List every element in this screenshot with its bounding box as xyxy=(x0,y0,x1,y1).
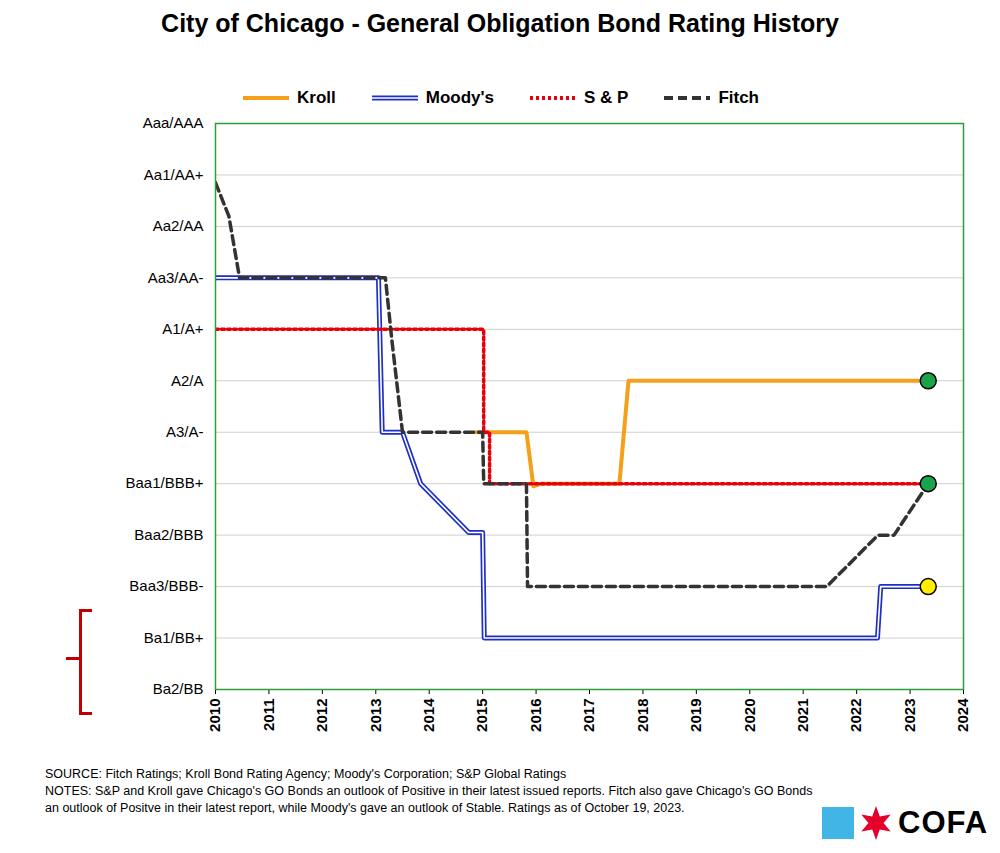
svg-text:2024: 2024 xyxy=(954,698,971,732)
svg-text:2018: 2018 xyxy=(634,699,651,732)
svg-text:2014: 2014 xyxy=(420,698,437,732)
svg-text:Aa2/AA: Aa2/AA xyxy=(153,217,204,234)
html-text:Kroll: Kroll xyxy=(297,88,336,107)
html-text:S & P: S & P xyxy=(584,88,629,107)
html-text:NOTES: S&P and Kroll gave Chic: NOTES: S&P and Kroll gave Chicago's GO B… xyxy=(45,784,813,815)
svg-text:Baa1/BBB+: Baa1/BBB+ xyxy=(126,474,204,491)
svg-text:2015: 2015 xyxy=(473,699,490,732)
svg-text:A3/A-: A3/A- xyxy=(166,423,204,440)
svg-text:2013: 2013 xyxy=(367,699,384,732)
svg-text:2010: 2010 xyxy=(206,699,223,732)
svg-text:2012: 2012 xyxy=(313,699,330,732)
html-text:City of Chicago - General Obli: City of Chicago - General Obligation Bon… xyxy=(161,9,839,37)
html-text:Fitch: Fitch xyxy=(718,88,759,107)
svg-text:A1/A+: A1/A+ xyxy=(162,320,204,337)
svg-text:2021: 2021 xyxy=(794,699,811,732)
svg-text:2017: 2017 xyxy=(580,699,597,732)
svg-text:Baa2/BBB: Baa2/BBB xyxy=(134,526,203,543)
svg-text:Aaa/AAA: Aaa/AAA xyxy=(143,114,204,131)
svg-text:A2/A: A2/A xyxy=(171,372,204,389)
svg-text:2022: 2022 xyxy=(847,699,864,732)
html-text:COFA: COFA xyxy=(898,805,989,840)
html-text:Moody's: Moody's xyxy=(425,88,494,107)
svg-text:2023: 2023 xyxy=(901,699,918,732)
svg-text:Ba2/BB: Ba2/BB xyxy=(153,680,204,697)
svg-text:2020: 2020 xyxy=(741,699,758,732)
svg-text:2011: 2011 xyxy=(260,699,277,732)
svg-text:2016: 2016 xyxy=(527,699,544,732)
svg-text:Baa3/BBB-: Baa3/BBB- xyxy=(129,577,203,594)
svg-text:Aa1/AA+: Aa1/AA+ xyxy=(144,166,204,183)
svg-text:Aa3/AA-: Aa3/AA- xyxy=(148,269,204,286)
html-text:SOURCE: Fitch Ratings; Kroll B: SOURCE: Fitch Ratings; Kroll Bond Rating… xyxy=(45,767,567,781)
svg-text:Ba1/BB+: Ba1/BB+ xyxy=(144,629,204,646)
svg-text:2019: 2019 xyxy=(687,699,704,732)
